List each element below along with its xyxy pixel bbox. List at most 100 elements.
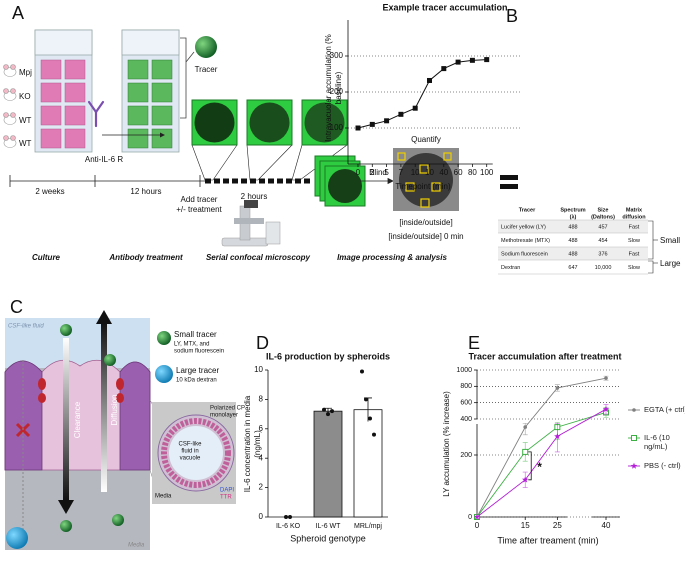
inset-label: Polarized CP	[210, 406, 245, 412]
interval-label: 2 hours	[241, 192, 268, 201]
data-point	[554, 433, 561, 440]
y-axis-label: IL-6 concentration in media (ng/mL)	[243, 395, 262, 493]
data-point	[412, 105, 418, 111]
y-tick-label: 0	[468, 514, 472, 521]
chart-title: Example tracer accumulation	[382, 2, 507, 12]
data-point	[398, 111, 404, 117]
inset-label: Media	[155, 494, 172, 500]
table-cell: Fast	[629, 251, 640, 257]
x-axis-label: Time after treament (min)	[497, 535, 598, 545]
table-group: Small	[660, 236, 680, 245]
legend-label: LY, MTX, and	[174, 342, 209, 348]
data-point	[384, 118, 390, 124]
table-cell: Slow	[628, 238, 640, 244]
inset-label: monolayer	[210, 413, 238, 419]
table-header: Spectrum	[560, 207, 585, 213]
y-axis-label: Intravacuolar accumulation (% baseline)	[324, 34, 343, 142]
culture-plate	[34, 29, 93, 153]
tracer-table	[498, 219, 658, 275]
treatment-plate	[102, 29, 195, 153]
x-tick-label: 0	[475, 521, 480, 530]
x-tick-label: 10	[411, 168, 420, 177]
x-tick-label: 25	[553, 521, 562, 530]
data-line	[357, 59, 487, 129]
data-point	[326, 412, 330, 417]
table-header: Size	[597, 207, 608, 213]
duration-label: 12 hours	[130, 187, 161, 196]
legend-marker	[630, 462, 638, 469]
x-tick-label: 0	[356, 168, 361, 177]
table-cell: 376	[598, 251, 607, 257]
x-tick-label: 15	[521, 521, 530, 530]
data-point	[368, 416, 372, 421]
data-point	[473, 513, 481, 520]
group-label: WT	[19, 116, 32, 125]
legend-label: EGTA (+ ctrl)	[644, 405, 685, 414]
fluid-label: CSF-like fluid	[8, 324, 44, 330]
data-point	[523, 425, 528, 429]
data-line	[476, 412, 607, 518]
x-axis-label: Timepoint (min)	[395, 182, 451, 191]
stain-label: TTR	[220, 495, 232, 501]
table-cell: 488	[568, 251, 577, 257]
x-tick-label: 2	[370, 168, 375, 177]
panel-label: B	[506, 6, 518, 26]
annotation: *	[537, 460, 542, 474]
legend-label: IL-6 (10 ng/mL)	[644, 433, 670, 451]
panel-label: C	[10, 297, 23, 317]
data-point	[364, 397, 368, 402]
data-point	[522, 448, 529, 455]
data-point	[372, 432, 376, 437]
table-header: diffusion	[622, 214, 646, 220]
table-header: Tracer	[519, 207, 536, 213]
antibody-icon	[87, 100, 105, 128]
quantify-label: Quantify	[411, 135, 441, 144]
y-tick-label: 6	[259, 424, 264, 433]
x-tick-label: 60	[454, 168, 463, 177]
y-tick-label: 1000	[456, 367, 472, 374]
x-tick-label: 100	[480, 168, 494, 177]
y-tick-label: 100	[330, 123, 344, 132]
mouse-icons	[3, 64, 17, 148]
table-header: (Daltons)	[591, 214, 615, 220]
y-tick-label: 300	[330, 51, 344, 60]
data-point	[555, 386, 560, 390]
y-tick-label: 800	[460, 383, 472, 390]
legend-label: PBS (- ctrl)	[644, 461, 681, 470]
x-axis-label: Spheroid genotype	[290, 533, 366, 543]
add-tracer-label: +/- treatment	[176, 205, 222, 214]
y-tick-label: 400	[460, 416, 472, 423]
x-tick-label: 80	[468, 168, 477, 177]
table-cell: 647	[568, 265, 577, 271]
add-tracer-label: Add tracer	[181, 195, 218, 204]
data-point	[521, 476, 529, 483]
bar	[353, 409, 383, 518]
table-cell: Lucifer yellow (LY)	[501, 224, 546, 230]
x-tick-label: 5	[384, 168, 389, 177]
y-tick-label: 200	[460, 452, 472, 459]
media-label: Media	[128, 543, 145, 549]
timeline	[9, 175, 394, 187]
data-point	[355, 125, 361, 131]
antibody-label: Anti-IL-6 R	[85, 155, 123, 164]
data-point	[288, 515, 292, 519]
y-tick-label: 10	[254, 365, 263, 374]
data-point	[602, 405, 610, 412]
table-cell: 488	[568, 238, 577, 244]
data-point	[330, 409, 334, 414]
legend-label: 10 kDa dextran	[176, 378, 217, 384]
table-cell: Fast	[629, 224, 640, 230]
y-axis-label: LY accumulation (% increase)	[442, 391, 451, 497]
inset-label: fluid in	[181, 449, 198, 455]
data-point	[369, 121, 375, 127]
y-tick-label: 2	[259, 483, 264, 492]
data-point	[469, 57, 475, 63]
chart-title: Tracer accumulation after treatment	[468, 351, 621, 361]
table-cell: Slow	[628, 265, 640, 271]
clearance-label: Clearance	[73, 401, 82, 438]
group-label: KO	[19, 92, 31, 101]
panel-label: E	[468, 333, 480, 353]
x-tick-label: IL-6 KO	[276, 523, 301, 530]
data-point	[322, 407, 326, 412]
